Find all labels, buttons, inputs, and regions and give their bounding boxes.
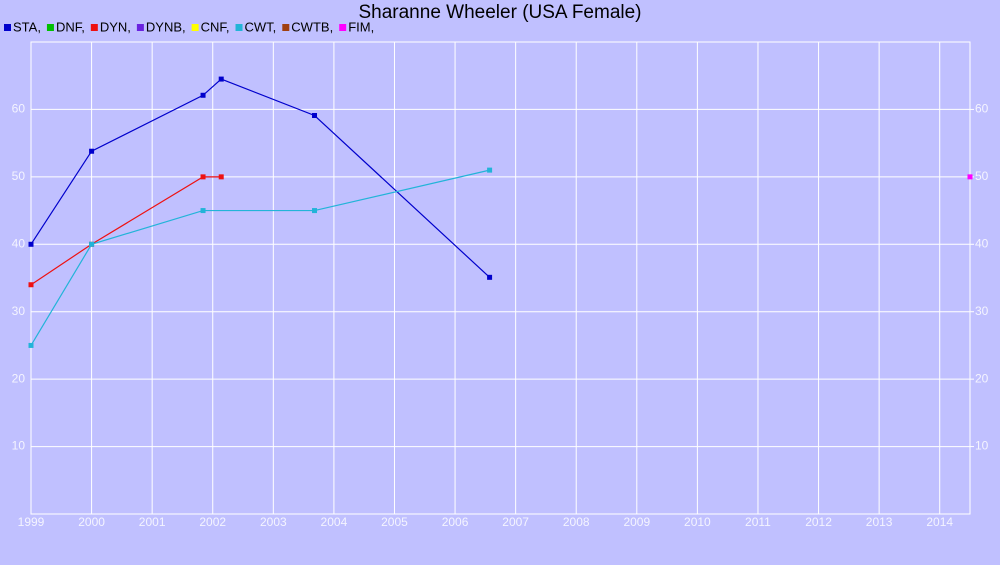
x-tick-label: 2013 — [866, 515, 893, 529]
x-tick-label: 2011 — [745, 515, 771, 529]
legend-swatch — [339, 24, 347, 31]
x-tick-label: 2006 — [442, 515, 469, 529]
y-tick-label: 20 — [12, 371, 26, 385]
data-point — [200, 208, 206, 214]
data-point — [89, 241, 95, 247]
legend-label: STA, — [13, 19, 41, 34]
y2-tick-label: 50 — [975, 169, 989, 183]
x-tick-label: 2004 — [321, 515, 348, 529]
legend-label: DNF, — [56, 19, 85, 34]
legend-swatch — [90, 24, 98, 31]
y2-tick-label: 30 — [975, 304, 989, 318]
x-tick-label: 2003 — [260, 515, 287, 529]
series-line — [30, 169, 490, 346]
x-tick-label: 2000 — [78, 515, 105, 529]
legend-swatch — [282, 24, 290, 31]
legend-label: CWTB, — [291, 19, 333, 34]
legend-label: CNF, — [201, 19, 230, 34]
legend-swatch — [191, 24, 199, 31]
legend-label: FIM, — [348, 19, 374, 34]
y2-tick-label: 40 — [975, 236, 989, 250]
legend-swatch — [46, 24, 54, 31]
legend-swatch — [136, 24, 144, 31]
chart-title: Sharanne Wheeler (USA Female) — [358, 2, 641, 23]
data-point — [89, 148, 95, 154]
y2-tick-label: 60 — [975, 102, 989, 116]
x-tick-label: 2007 — [502, 515, 529, 529]
x-tick-label: 2009 — [623, 515, 650, 529]
legend-swatch — [4, 24, 11, 31]
y2-tick-label: 10 — [975, 439, 989, 453]
y-tick-label: 10 — [12, 439, 26, 453]
data-point — [28, 342, 34, 348]
plot-border — [30, 41, 971, 515]
series-line — [30, 78, 491, 278]
data-point — [200, 174, 206, 180]
x-tick-label: 2014 — [926, 515, 953, 529]
legend-label: DYN, — [100, 19, 131, 34]
data-point — [200, 92, 206, 98]
data-point — [218, 76, 224, 82]
x-tick-label: 2001 — [139, 515, 166, 529]
legend-label: DYNB, — [146, 19, 186, 34]
data-point — [218, 174, 224, 180]
x-tick-label: 2005 — [381, 515, 408, 529]
data-point — [312, 208, 318, 214]
data-point — [28, 282, 34, 288]
data-point — [28, 241, 34, 247]
x-tick-label: 2002 — [199, 515, 226, 529]
data-point — [967, 174, 973, 180]
legend-swatch — [235, 24, 243, 31]
x-tick-label: 2012 — [805, 515, 832, 529]
legend-label: CWT, — [245, 19, 277, 34]
data-point — [487, 167, 493, 173]
y-tick-label: 50 — [12, 169, 26, 183]
series-line — [30, 176, 222, 286]
y-tick-label: 60 — [12, 102, 26, 116]
x-tick-label: 2010 — [684, 515, 711, 529]
y-tick-label: 30 — [12, 304, 26, 318]
y-tick-label: 40 — [12, 236, 26, 250]
x-tick-label: 1999 — [18, 515, 45, 529]
y2-tick-label: 20 — [975, 371, 989, 385]
data-point — [487, 274, 493, 280]
data-point — [312, 112, 318, 118]
x-tick-label: 2008 — [563, 515, 590, 529]
